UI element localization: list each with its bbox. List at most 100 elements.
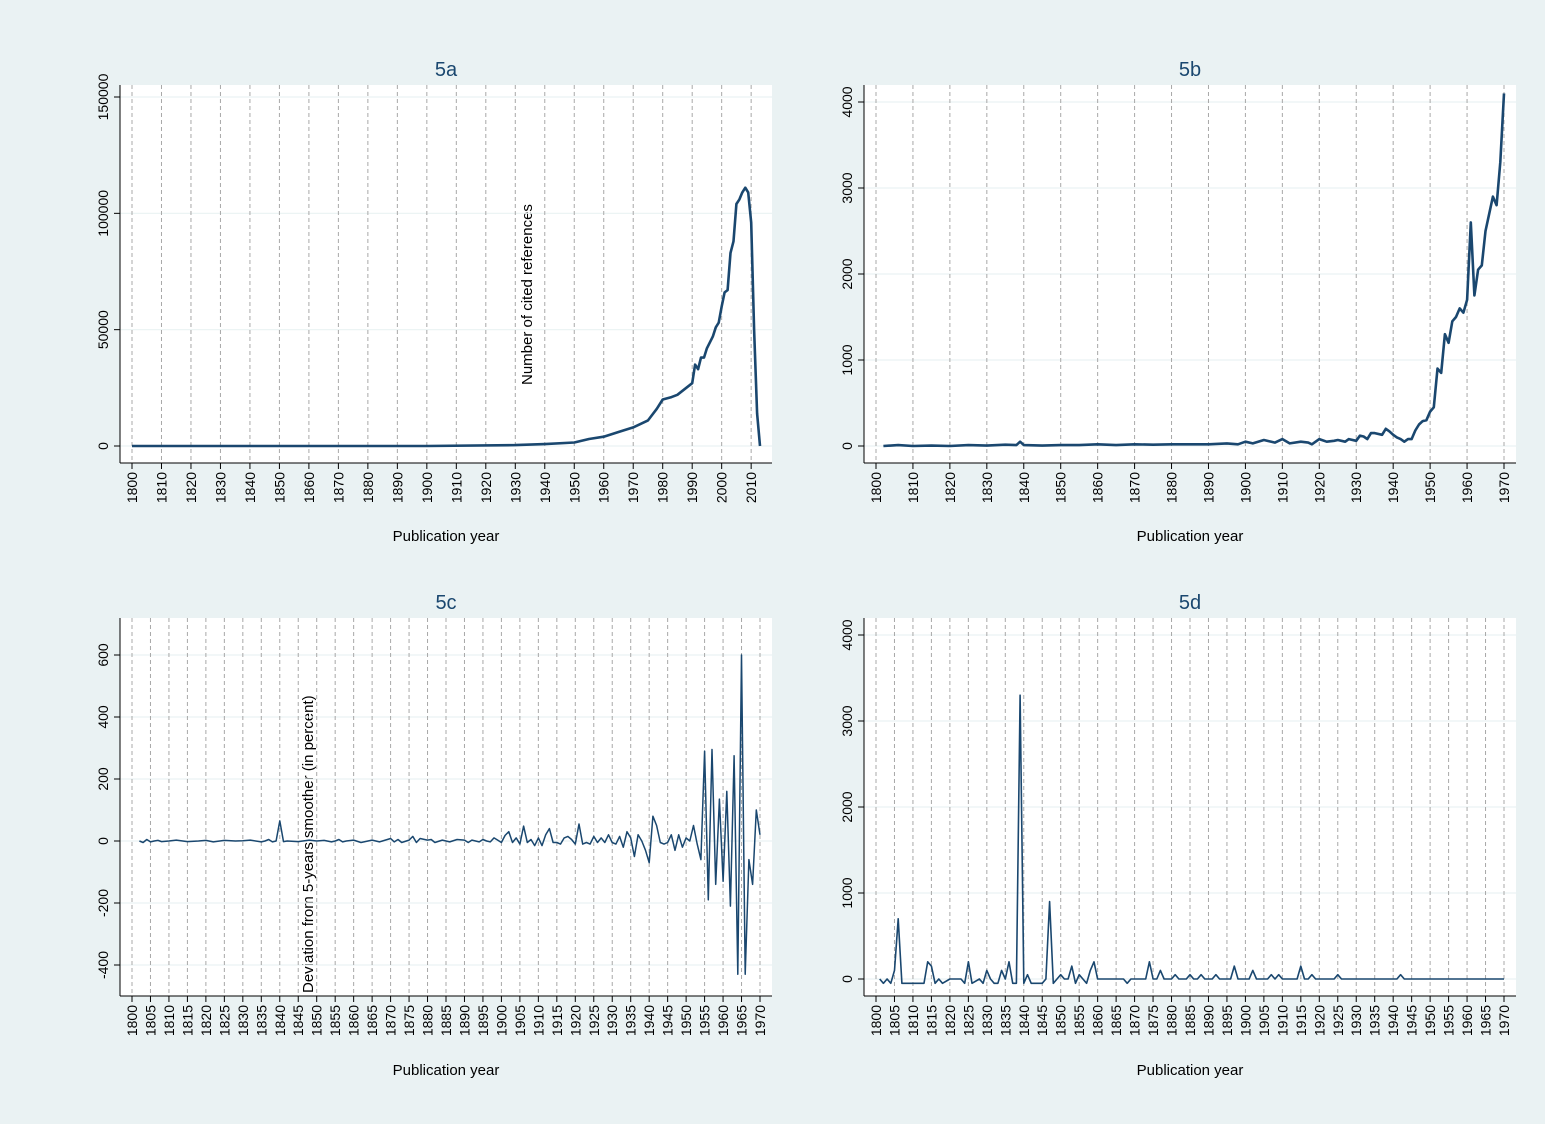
x-tick-label: 1935: [623, 1005, 639, 1036]
x-axis-title-5d: Publication year: [1137, 1062, 1244, 1079]
x-tick-label: 1915: [1293, 1005, 1309, 1036]
x-tick-label: 1810: [905, 472, 921, 503]
y-tick-label: 0: [839, 442, 855, 450]
y-tick-label: 600: [95, 643, 111, 667]
axes-5a: 0 50000 100000 150000 1800 1810 1820 1830 1840 18…: [95, 73, 772, 503]
axes-5d: 0 1000 2000 3000 4000 1800 1805 1810 1815 1820 182…: [839, 618, 1516, 1036]
panel-5a: 5a Publication year Number of cited refe…: [95, 59, 772, 545]
x-tick-label: 1810: [905, 1005, 921, 1036]
x-tick-label: 1890: [456, 1005, 472, 1036]
x-tick-label: 1840: [1016, 472, 1032, 503]
x-tick-label: 1895: [1219, 1005, 1235, 1036]
x-tick-label: 1920: [567, 1005, 583, 1036]
x-tick-label: 1905: [1256, 1005, 1272, 1036]
x-tick-label: 1850: [309, 1005, 325, 1036]
x-tick-label: 1910: [448, 472, 464, 503]
x-tick-label: 1870: [1127, 1005, 1143, 1036]
y-tick-label: 2000: [839, 258, 855, 289]
x-tick-label: 1905: [512, 1005, 528, 1036]
panel-5d: 5d Publication year 0 1000 2000 3000 4000 180…: [839, 592, 1516, 1079]
x-tick-label: 1930: [1348, 472, 1364, 503]
x-tick-label: 1870: [383, 1005, 399, 1036]
y-tick-label: 1000: [839, 344, 855, 375]
y-tick-label: 200: [95, 767, 111, 791]
x-tick-label: 1980: [655, 472, 671, 503]
x-tick-label: 1860: [346, 1005, 362, 1036]
y-axis-title-5a: Number of cited references: [519, 204, 536, 385]
x-tick-label: 1900: [493, 1005, 509, 1036]
x-tick-label: 1965: [734, 1005, 750, 1036]
x-tick-label: 1955: [697, 1005, 713, 1036]
x-tick-label: 1810: [161, 1005, 177, 1036]
x-tick-label: 1890: [1200, 1005, 1216, 1036]
y-tick-label: 4000: [839, 619, 855, 650]
x-tick-label: 1820: [183, 472, 199, 503]
panel-title-5a: 5a: [435, 59, 458, 81]
panel-5c: 5c Publication year Deviation from 5-yea…: [95, 592, 772, 1079]
x-tick-label: 1940: [537, 472, 553, 503]
series-line: [883, 93, 1506, 448]
y-tick-label: 150000: [95, 73, 111, 120]
x-tick-label: 1820: [198, 1005, 214, 1036]
x-tick-label: 1815: [923, 1005, 939, 1036]
x-tick-label: 1850: [1053, 472, 1069, 503]
x-tick-label: 1850: [271, 472, 287, 503]
x-tick-label: 1840: [272, 1005, 288, 1036]
x-tick-label: 1885: [438, 1005, 454, 1036]
x-tick-label: 1885: [1182, 1005, 1198, 1036]
x-tick-label: 1855: [1071, 1005, 1087, 1036]
series-line-5a: [132, 186, 762, 448]
x-tick-label: 1840: [242, 472, 258, 503]
x-tick-label: 1800: [124, 1005, 140, 1036]
x-tick-label: 1940: [641, 1005, 657, 1036]
x-tick-label: 1860: [1090, 472, 1106, 503]
x-tick-label: 1910: [1274, 1005, 1290, 1036]
y-tick-label: -200: [95, 889, 111, 917]
x-tick-label: 1890: [389, 472, 405, 503]
x-tick-label: 1820: [942, 472, 958, 503]
x-tick-label: 1845: [1034, 1005, 1050, 1036]
x-tick-label: 1925: [586, 1005, 602, 1036]
x-tick-label: 1920: [1311, 472, 1327, 503]
panel-title-5d: 5d: [1179, 592, 1201, 614]
x-axis-title-5c: Publication year: [393, 1062, 500, 1079]
y-tick-label: 0: [95, 837, 111, 845]
y-tick-label: 0: [95, 442, 111, 450]
x-tick-label: 1900: [1237, 1005, 1253, 1036]
x-tick-label: 1880: [420, 1005, 436, 1036]
x-tick-label: 1925: [1330, 1005, 1346, 1036]
series-line-5d: [879, 694, 1504, 985]
plot-region-5a: [120, 85, 772, 463]
x-tick-label: 1920: [1311, 1005, 1327, 1036]
x-tick-label: 1910: [530, 1005, 546, 1036]
x-tick-label: 1845: [290, 1005, 306, 1036]
x-tick-label: 1840: [1016, 1005, 1032, 1036]
x-tick-label: 1970: [1496, 1005, 1512, 1036]
x-tick-label: 1830: [979, 1005, 995, 1036]
x-tick-label: 1830: [235, 1005, 251, 1036]
x-tick-label: 1825: [960, 1005, 976, 1036]
x-tick-label: 2000: [714, 472, 730, 503]
series-line: [139, 654, 761, 976]
panel-5b: 5b Publication year 0 1000 2000 3000 4000 180…: [839, 59, 1516, 545]
x-tick-label: 1920: [478, 472, 494, 503]
x-axis-title-5b: Publication year: [1137, 528, 1244, 545]
x-tick-label: 1955: [1441, 1005, 1457, 1036]
x-tick-label: 1915: [549, 1005, 565, 1036]
x-axis-title-5a: Publication year: [393, 528, 500, 545]
x-tick-label: 1945: [660, 1005, 676, 1036]
gridlines-5c: [120, 618, 772, 996]
gridlines-5d: [864, 618, 1516, 996]
y-tick-label: 1000: [839, 877, 855, 908]
x-tick-label: 1875: [1145, 1005, 1161, 1036]
x-tick-label: 2010: [743, 472, 759, 503]
x-tick-label: 1835: [997, 1005, 1013, 1036]
x-tick-label: 1960: [596, 472, 612, 503]
x-tick-label: 1990: [684, 472, 700, 503]
y-tick-label: 2000: [839, 791, 855, 822]
y-tick-label: -400: [95, 951, 111, 979]
y-tick-label: 4000: [839, 86, 855, 117]
x-tick-label: 1935: [1367, 1005, 1383, 1036]
x-tick-label: 1930: [1348, 1005, 1364, 1036]
